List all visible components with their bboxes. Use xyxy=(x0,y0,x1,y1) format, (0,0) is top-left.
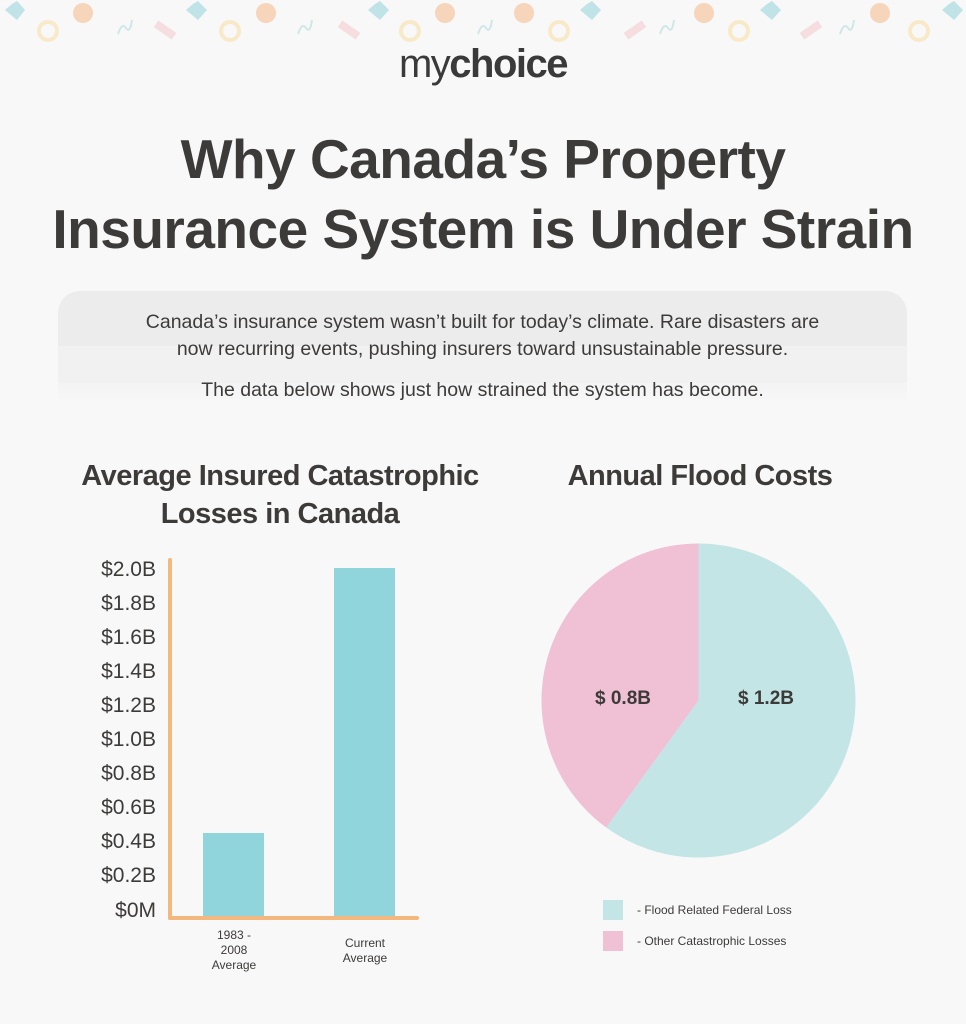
bar-current-average xyxy=(334,568,395,917)
page-title-line-2: Insurance System is Under Strain xyxy=(52,198,914,260)
x-tick-label-current: Current Average xyxy=(320,936,410,966)
legend-label-flood: - Flood Related Federal Loss xyxy=(637,903,792,917)
confetti-decoration xyxy=(5,1,963,42)
legend-item-other: - Other Catastrophic Losses xyxy=(603,931,786,951)
y-tick-label: $1.0B xyxy=(101,728,156,751)
bar-chart-title: Average Insured Catastrophic Losses in C… xyxy=(40,457,520,533)
pie-slice-other-catastrophic xyxy=(541,543,699,828)
y-tick-label: $1.2B xyxy=(101,694,156,717)
flag-shape-icon xyxy=(5,1,25,20)
intro-paragraph: Canada’s insurance system wasn’t built f… xyxy=(58,309,907,363)
x-axis-line xyxy=(168,916,419,920)
page-title-line-1: Why Canada’s Property xyxy=(180,128,786,190)
x-tick-label-line: 1983 - xyxy=(216,928,252,942)
y-tick-label: $0.2B xyxy=(101,864,156,887)
legend-swatch-flood xyxy=(603,900,623,920)
pie-label-other-value: $ 0.8B xyxy=(595,688,651,709)
bar-chart-title-line-1: Average Insured Catastrophic xyxy=(81,460,479,492)
bar-chart-title-line-2: Losses in Canada xyxy=(160,498,400,530)
pie-label-flood-value: $ 1.2B xyxy=(738,688,794,709)
x-tick-label-line: Average xyxy=(342,951,388,965)
intro-box: Canada’s insurance system wasn’t built f… xyxy=(58,291,907,401)
pie-slice-flood-related xyxy=(606,543,856,858)
logo-text-light: my xyxy=(398,42,451,86)
y-tick-label: $1.8B xyxy=(101,592,156,615)
x-tick-label-line: 2008 xyxy=(220,943,248,957)
intro-line-2: now recurring events, pushing insurers t… xyxy=(176,338,789,360)
y-axis-line xyxy=(168,558,172,920)
y-tick-label: $0.6B xyxy=(101,796,156,819)
y-tick-label: $2.0B xyxy=(101,558,156,581)
legend-label-other: - Other Catastrophic Losses xyxy=(637,934,787,948)
bar-1983-2008-average xyxy=(203,833,264,917)
x-tick-label-line: Average xyxy=(211,958,257,972)
y-tick-label: $0.4B xyxy=(101,830,156,853)
x-tick-label-line: Current xyxy=(344,936,385,950)
y-tick-label: $0M xyxy=(115,899,156,922)
pie-chart xyxy=(541,543,856,858)
logo-text-bold: choice xyxy=(449,42,568,86)
legend-swatch-other xyxy=(603,931,623,951)
page-title: Why Canada’s Property Insurance System i… xyxy=(0,124,966,264)
mychoice-logo: mychoice xyxy=(0,40,966,88)
intro-line-3: The data below shows just how strained t… xyxy=(201,379,764,401)
y-tick-label: $0.8B xyxy=(101,762,156,785)
y-tick-label: $1.6B xyxy=(101,626,156,649)
legend-item-flood: - Flood Related Federal Loss xyxy=(603,900,792,920)
intro-line-1: Canada’s insurance system wasn’t built f… xyxy=(145,311,820,333)
x-tick-label-1983-2008: 1983 - 2008 Average xyxy=(189,928,279,973)
y-tick-label: $1.4B xyxy=(101,660,156,683)
pie-chart-title: Annual Flood Costs xyxy=(567,460,833,492)
